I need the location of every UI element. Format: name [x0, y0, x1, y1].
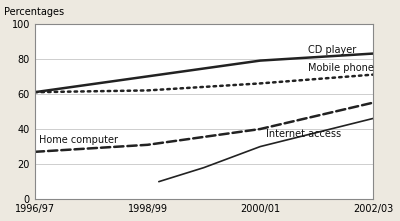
Text: CD player: CD player [308, 45, 356, 55]
Text: Internet access: Internet access [266, 129, 341, 139]
Text: Percentages: Percentages [4, 7, 64, 17]
Text: Mobile phone: Mobile phone [308, 63, 374, 73]
Text: Home computer: Home computer [39, 135, 118, 145]
